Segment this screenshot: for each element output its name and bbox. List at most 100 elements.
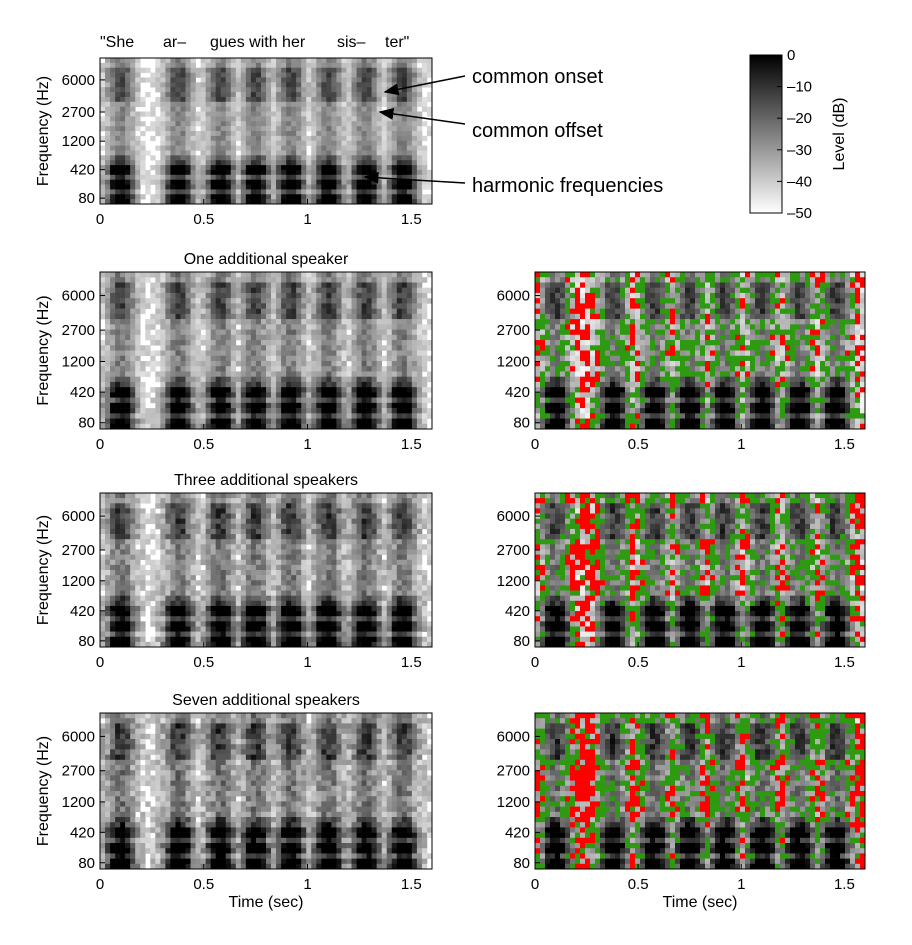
spectrogram-cell [321, 145, 327, 151]
spectrogram-cell [210, 350, 216, 357]
spectrogram-cell [391, 402, 398, 409]
spectrogram-cell [381, 418, 388, 425]
spectrogram-cell [155, 194, 161, 200]
spectrogram-cell [195, 292, 201, 299]
spectrogram-cell [600, 334, 606, 341]
spectrogram-cell [276, 135, 282, 142]
spectrogram-cell [185, 140, 191, 146]
spectrogram-cell [381, 334, 388, 341]
spectrogram-cell [286, 111, 292, 117]
spectrogram-cell [306, 101, 312, 107]
spectrogram-cell [640, 376, 646, 383]
spectrogram-cell [170, 313, 176, 320]
spectrogram-cell [296, 387, 302, 393]
spectrogram-cell [210, 329, 216, 336]
spectrogram-cell [386, 160, 393, 166]
spectrogram-cell [356, 106, 362, 112]
spectrogram-cell [605, 408, 611, 414]
spectrogram-cell [115, 413, 121, 419]
spectrogram-cell [356, 121, 362, 127]
spectrogram-cell [366, 371, 372, 377]
spectrogram-cell [326, 189, 332, 195]
spectrogram-cell [150, 423, 156, 430]
spectrogram-cell [210, 381, 216, 388]
y-tick-label: 1200 [62, 353, 95, 370]
spectrogram-cell [575, 408, 581, 414]
spectrogram-cell [296, 165, 302, 171]
spectrogram-cell [291, 418, 297, 425]
spectrogram-cell [680, 402, 686, 409]
spectrogram-cell [190, 408, 196, 414]
spectrogram-cell [286, 155, 292, 161]
spectrogram-cell [240, 87, 247, 93]
spectrogram-cell [130, 189, 136, 195]
spectrogram-cell [326, 350, 332, 357]
spectrogram-cell [585, 298, 591, 304]
spectrogram-cell [326, 184, 332, 190]
spectrogram-cell [560, 413, 566, 419]
spectrogram-cell [555, 408, 561, 414]
spectrogram-cell [416, 360, 423, 367]
spectrogram-cell [695, 345, 701, 351]
spectrogram-cell [301, 150, 307, 156]
spectrogram-cell [255, 160, 262, 166]
spectrogram-cell [685, 272, 691, 278]
spectrogram-cell [271, 287, 277, 294]
spectrogram-cell [105, 184, 111, 190]
spectrogram-cell [715, 313, 721, 320]
spectrogram-cell [255, 165, 262, 171]
spectrogram-cell [396, 106, 403, 112]
spectrogram-cell [715, 298, 721, 304]
spectrogram-cell [396, 199, 403, 205]
spectrogram-cell [271, 303, 277, 309]
spectrogram-cell [411, 355, 418, 362]
spectrogram-cell [190, 376, 196, 383]
spectrogram-cell [700, 324, 706, 330]
spectrogram-cell [281, 116, 287, 122]
spectrogram-cell [130, 381, 136, 388]
spectrogram-cell [291, 155, 297, 161]
spectrogram-cell [326, 371, 332, 377]
spectrogram-cell [255, 350, 262, 357]
spectrogram-cell [190, 324, 196, 330]
spectrogram-cell [680, 418, 686, 425]
spectrogram-cell [371, 58, 377, 64]
spectrogram-cell [535, 413, 541, 419]
spectrogram-cell [105, 313, 111, 320]
spectrogram-cell [306, 277, 312, 283]
spectrogram-cell [610, 423, 616, 430]
spectrogram-cell [675, 402, 681, 409]
spectrogram-cell [605, 402, 611, 409]
spectrogram-cell [135, 189, 141, 195]
spectrogram-cell [331, 282, 337, 288]
spectrogram-cell [336, 135, 342, 142]
spectrogram-cell [590, 308, 596, 315]
spectrogram-cell [705, 413, 711, 419]
spectrogram-cell [140, 350, 146, 357]
spectrogram-cell [281, 324, 287, 330]
spectrogram-cell [700, 408, 706, 414]
spectrogram-cell [545, 381, 551, 388]
spectrogram-cell [150, 179, 156, 185]
spectrogram-cell [220, 418, 227, 425]
spectrogram-cell [610, 381, 616, 388]
spectrogram-cell [301, 408, 307, 414]
spectrogram-cell [115, 350, 121, 357]
spectrogram-cell [281, 121, 287, 127]
spectrogram-cell [396, 121, 403, 127]
spectrogram-cell [326, 292, 332, 299]
spectrogram-cell [361, 111, 367, 117]
spectrogram-cell [291, 111, 297, 117]
spectrogram-cell [115, 155, 121, 161]
spectrogram-cell [110, 67, 116, 73]
spectrogram-cell [560, 371, 566, 377]
spectrogram-cell [655, 418, 661, 425]
spectrogram-cell [695, 360, 701, 367]
spectrogram-cell [665, 292, 671, 299]
spectrogram-cell [680, 319, 686, 325]
spectrogram-cell [620, 313, 626, 320]
spectrogram-cell [585, 423, 591, 430]
spectrogram-cell [235, 387, 242, 393]
spectrogram-cell [695, 329, 701, 336]
spectrogram-cell [416, 131, 423, 137]
